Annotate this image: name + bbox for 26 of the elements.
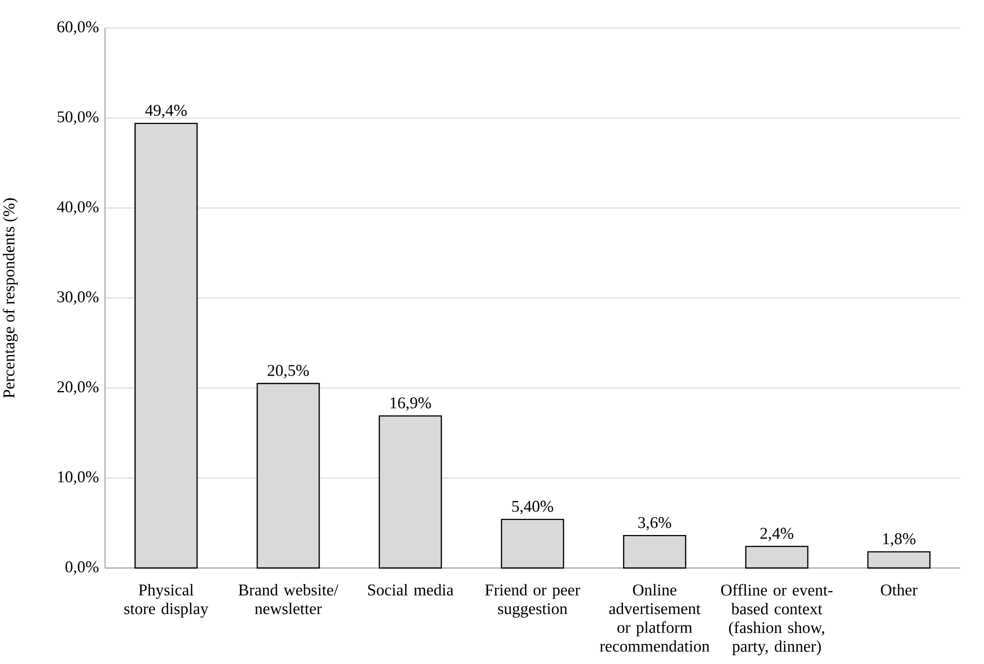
data-label: 49,4% [145, 104, 187, 118]
x-tick-label: Offline or event-based context (fashion show, party, dinner) [721, 584, 832, 656]
bar [867, 551, 931, 569]
data-label: 1,8% [883, 533, 916, 547]
y-tick-label: 60,0% [57, 21, 98, 35]
y-tick-label: 40,0% [57, 201, 98, 215]
y-tick-label: 0,0% [66, 561, 98, 575]
data-label: 16,9% [390, 397, 431, 411]
bar [500, 518, 564, 569]
y-tick-label: 50,0% [58, 111, 98, 125]
x-tick-label: Brand website/ newsletter [238, 584, 338, 614]
x-tick-label: Physical store display [124, 584, 208, 618]
data-label: 3,6% [638, 517, 672, 530]
x-tick-label: Friend or peer suggestion [485, 584, 580, 618]
y-axis-title: Percentage of respondents (%) [2, 198, 18, 398]
y-tick-label: 20,0% [57, 381, 98, 395]
x-tick-label: Social media [368, 584, 454, 596]
y-tick-label: 30,0% [57, 291, 98, 305]
data-label: 5,40% [512, 500, 554, 514]
data-label: 2,4% [760, 528, 794, 542]
x-tick-label: Other [880, 584, 918, 596]
y-tick-label: 10,0% [58, 471, 98, 485]
data-label: 20,5% [268, 364, 309, 378]
bar [623, 535, 686, 569]
x-tick-label: Online advertisement or platform recommendation [600, 584, 710, 652]
bar [745, 546, 808, 569]
